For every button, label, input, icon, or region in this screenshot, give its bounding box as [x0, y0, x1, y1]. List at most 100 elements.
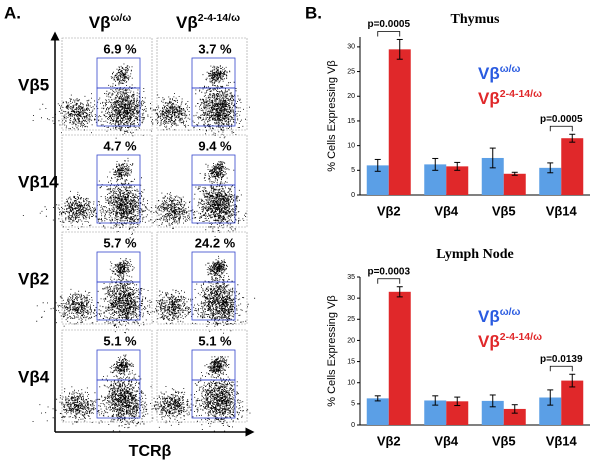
gate: [191, 87, 236, 127]
plot-frame: [156, 134, 248, 228]
bar: [446, 166, 469, 195]
label-sup: ω/ω: [500, 63, 521, 75]
error-bar: [374, 158, 381, 172]
gate-percent: 5.7 %: [103, 235, 137, 250]
error-bar: [454, 396, 461, 407]
x-axis-label: TCRβ: [129, 443, 172, 460]
plot-frame: [156, 231, 248, 325]
label-sup: ω/ω: [500, 306, 521, 318]
x-tick-label: Vβ14: [546, 433, 578, 448]
gate-percent: 5.1 %: [198, 333, 232, 348]
gate-percent: 6.9 %: [103, 41, 137, 56]
plot-frame: [61, 329, 153, 423]
bar: [539, 167, 562, 195]
label-sup: ω/ω: [111, 12, 132, 24]
x-tick-label: Vβ14: [546, 203, 578, 218]
error-bar: [569, 373, 576, 388]
y-tick-label: 5: [351, 401, 355, 408]
y-tick-label: 20: [347, 337, 355, 344]
dot-cloud: [109, 157, 134, 185]
y-tick-label: 5: [351, 167, 355, 174]
label-base: Vβ: [478, 89, 500, 108]
dot-cloud: [194, 368, 251, 432]
y-tick-label: 0: [351, 192, 355, 199]
error-bar: [569, 133, 576, 143]
x-tick-label: Vβ5: [492, 433, 516, 448]
gate: [96, 349, 141, 381]
gate: [96, 184, 141, 224]
gate: [96, 379, 141, 419]
gate: [96, 87, 141, 127]
gate-percent: 3.7 %: [198, 41, 232, 56]
dot-cloud: [193, 79, 246, 139]
dot-cloud: [58, 93, 97, 131]
gate: [191, 184, 236, 224]
error-bar: [489, 147, 496, 169]
p-bracket: [377, 278, 401, 284]
dot-cloud: [151, 93, 190, 132]
bar: [446, 401, 469, 425]
gate: [191, 154, 236, 186]
column-header: Vβω/ω: [89, 12, 132, 33]
dot-cloud: [192, 269, 249, 334]
gate: [191, 281, 236, 321]
gate-percent: 5.1 %: [103, 333, 137, 348]
error-bar: [432, 157, 439, 171]
dot-cloud: [56, 386, 100, 425]
x-tick-label: Vβ2: [377, 203, 401, 218]
error-bar: [432, 395, 439, 406]
bar: [503, 173, 526, 195]
error-bar: [547, 162, 554, 174]
y-tick-label: 15: [347, 118, 355, 125]
chart-title: Lymph Node: [436, 247, 513, 262]
plot-frame: [61, 134, 153, 228]
y-tick-label: 25: [347, 68, 355, 75]
y-tick-label: 30: [347, 44, 355, 51]
row-label: Vβ2: [18, 269, 49, 288]
legend-entry: Vβ2-4-14/ω: [478, 331, 542, 352]
label-base: Vβ: [176, 13, 198, 32]
p-bracket: [549, 365, 573, 372]
column-header: Vβ2-4-14/ω: [176, 12, 240, 33]
error-bar: [511, 404, 518, 414]
gate: [191, 57, 236, 89]
label-sup: 2-4-14/ω: [500, 331, 542, 343]
legend-entry: Vβω/ω: [478, 306, 521, 327]
dot-cloud: [194, 177, 246, 237]
label-base: Vβ: [478, 64, 500, 83]
gate-percent: 24.2 %: [195, 235, 236, 250]
gate: [96, 281, 141, 321]
bar: [424, 164, 447, 195]
row-label: Vβ14: [18, 172, 59, 191]
legend-entry: Vβω/ω: [478, 63, 521, 84]
dot-cloud: [150, 386, 194, 426]
dot-cloud: [199, 161, 235, 184]
bar: [481, 400, 504, 425]
bar: [561, 380, 584, 425]
dot-cloud: [130, 297, 256, 325]
plot-frame: [61, 231, 153, 325]
x-tick-label: Vβ5: [492, 203, 516, 218]
y-tick-label: 30: [347, 295, 355, 302]
row-label: Vβ5: [18, 75, 49, 94]
panel-label: B.: [305, 3, 322, 22]
x-tick-label: Vβ2: [377, 433, 401, 448]
error-bar: [511, 171, 518, 176]
dot-cloud: [55, 288, 100, 327]
gate: [191, 379, 236, 419]
error-bar: [454, 161, 461, 171]
p-bracket: [377, 31, 401, 37]
bar: [503, 408, 526, 425]
bar: [388, 291, 411, 425]
label-sup: 2-4-14/ω: [500, 88, 542, 100]
error-bar: [396, 38, 403, 60]
bar: [388, 49, 411, 195]
dot-cloud: [53, 190, 100, 229]
x-tick-label: Vβ4: [434, 433, 459, 448]
panel-label: A.: [4, 3, 21, 22]
p-value: p=0.0003: [367, 266, 410, 277]
dot-cloud: [97, 268, 151, 334]
p-value: p=0.0139: [540, 354, 583, 365]
dot-cloud: [32, 101, 152, 134]
y-tick-label: 20: [347, 93, 355, 100]
